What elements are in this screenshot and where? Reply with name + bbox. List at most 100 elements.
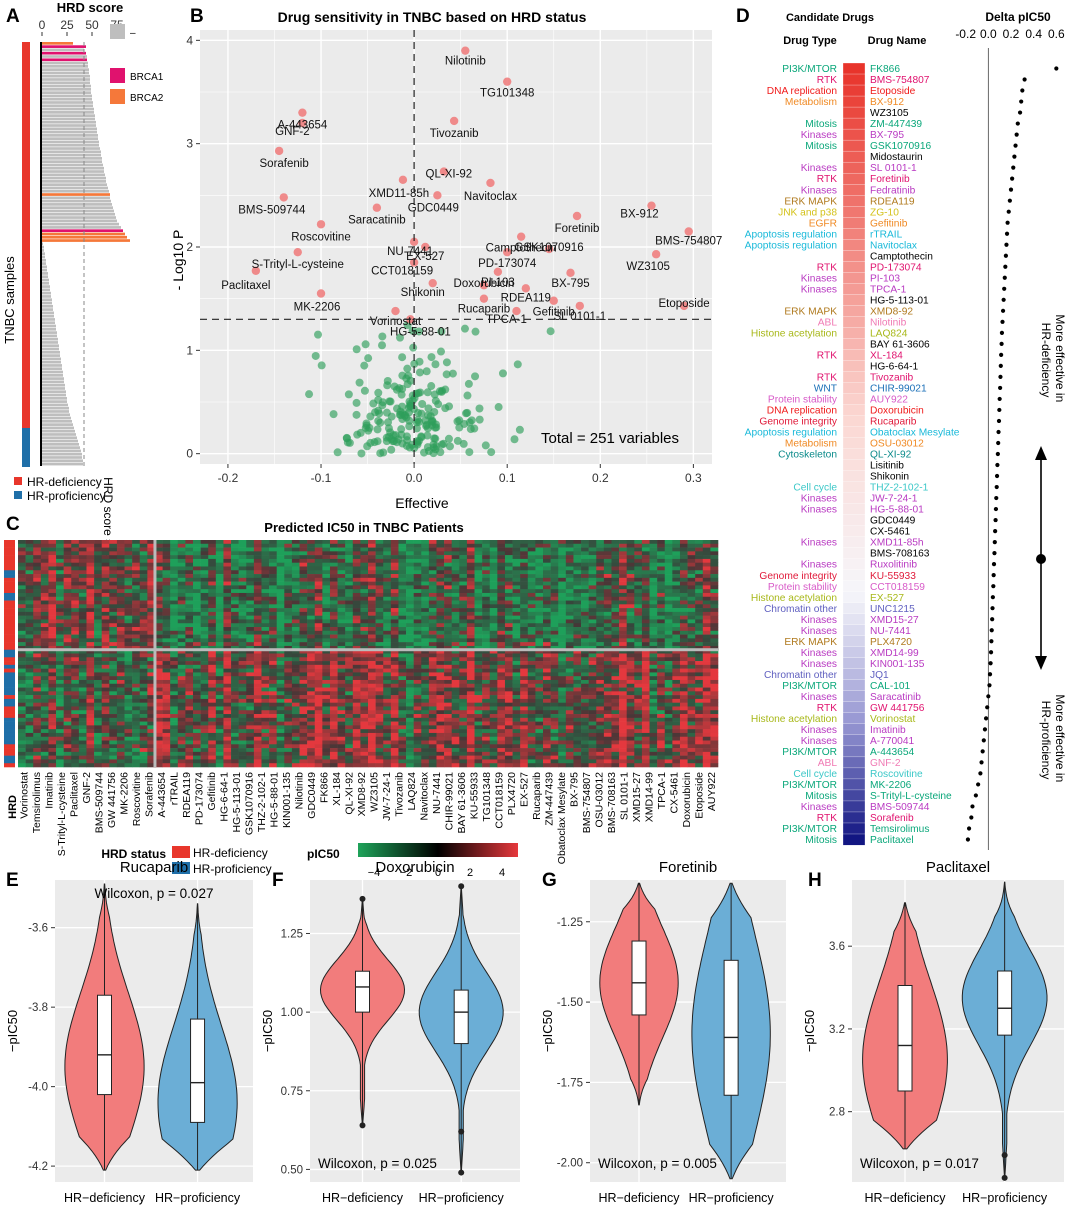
heatmap-cell: [170, 714, 179, 719]
heatmap-cell: [390, 634, 399, 639]
heatmap-cell: [436, 585, 445, 590]
heatmap-cell: [101, 649, 110, 654]
heatmap-cell: [603, 649, 612, 654]
heatmap-cell: [550, 687, 559, 692]
heatmap-cell: [71, 581, 80, 586]
heatmap-cell: [71, 592, 80, 598]
heatmap-cell: [238, 540, 247, 545]
heatmap-cell: [78, 623, 87, 628]
heatmap-cell: [48, 698, 57, 703]
heatmap-cell: [413, 596, 422, 601]
heatmap-cell: [368, 555, 376, 560]
heatmap-cell: [687, 683, 696, 688]
heatmap-cell: [581, 592, 589, 598]
heatmap-cell: [307, 687, 316, 692]
heatmap-cell: [139, 596, 148, 601]
heatmap-cell: [86, 710, 95, 715]
heatmap-cell: [497, 619, 506, 624]
heatmap-cell: [200, 672, 209, 677]
heatmap-cell: [565, 649, 574, 654]
heatmap-cell: [200, 581, 209, 586]
heatmap-cell: [284, 638, 293, 643]
heatmap-cell: [550, 702, 559, 707]
heatmap-cell: [345, 577, 354, 582]
heatmap-cell: [657, 547, 666, 552]
heatmap-cell: [504, 566, 513, 571]
heatmap-cell: [512, 653, 521, 658]
heatmap-cell: [208, 630, 217, 635]
heatmap-cell: [641, 672, 650, 677]
heatmap-cell: [504, 657, 513, 662]
heatmap-cell: [345, 592, 354, 598]
heatmap-cell: [177, 585, 186, 590]
heatmap-cell: [291, 661, 300, 666]
heatmap-cell: [291, 551, 300, 556]
heatmap-cell: [223, 710, 232, 715]
heatmap-cell: [269, 695, 277, 700]
heatmap-cell: [253, 634, 262, 639]
heatmap-cell: [253, 596, 262, 601]
heatmap-cell: [413, 695, 422, 700]
heatmap-cell: [94, 657, 102, 662]
heatmap-cell: [147, 604, 156, 609]
hr-deficiency-bar: [42, 120, 96, 124]
heatmap-cell: [520, 596, 529, 601]
heatmap-cell: [634, 596, 643, 601]
heatmap-cell: [672, 676, 681, 681]
heatmap-cell: [200, 600, 209, 605]
heatmap-cell: [329, 645, 338, 651]
heatmap-cell: [329, 623, 338, 628]
heatmap-cell: [124, 611, 133, 616]
heatmap-cell: [596, 661, 605, 666]
heatmap-cell: [451, 630, 460, 635]
heatmap-cell: [695, 555, 704, 560]
heatmap-cell: [78, 543, 87, 548]
heatmap-cell: [86, 577, 95, 582]
heatmap-cell: [314, 555, 323, 560]
heatmap-cell: [641, 676, 650, 681]
heatmap-cell: [428, 589, 437, 594]
heatmap-cell: [33, 642, 42, 647]
nonsignificant-point: [366, 412, 375, 421]
heatmap-cell: [177, 604, 186, 609]
heatmap-cell: [25, 687, 34, 692]
heatmap-cell: [71, 543, 80, 548]
heatmap-cell: [535, 611, 544, 616]
heatmap-cell: [276, 566, 285, 571]
heatmap-cell: [413, 672, 422, 677]
heatmap-cell: [535, 683, 544, 688]
heatmap-cell: [489, 706, 498, 711]
heatmap-cell: [512, 555, 521, 560]
heatmap-cell: [124, 570, 133, 575]
heatmap-cell: [573, 619, 582, 624]
heatmap-cell: [406, 714, 414, 719]
heatmap-cell: [368, 551, 376, 556]
heatmap-cell: [527, 710, 536, 715]
heatmap-cell: [132, 676, 141, 681]
heatmap-cell: [375, 555, 384, 560]
hr-deficiency-bar: [42, 127, 97, 131]
heatmap-cell: [18, 653, 26, 658]
heatmap-cell: [246, 638, 255, 643]
legend-swatch-hr-proficiency: [14, 491, 22, 499]
heatmap-cell: [368, 691, 376, 696]
heatmap-cell: [307, 691, 316, 696]
heatmap-cell: [48, 577, 57, 582]
heatmap-cell: [200, 695, 209, 700]
heatmap-cell: [352, 645, 361, 651]
heatmap-cell: [40, 691, 49, 696]
heatmap-cell: [626, 585, 635, 590]
heatmap-cell: [25, 657, 34, 662]
heatmap-cell: [649, 695, 658, 700]
heatmap-cell: [436, 661, 445, 666]
heatmap-cell: [238, 687, 247, 692]
heatmap-cell: [322, 623, 331, 628]
heatmap-cell: [147, 664, 156, 669]
heatmap-cell: [619, 570, 627, 575]
nonsignificant-point: [431, 360, 440, 369]
heatmap-cell: [565, 710, 574, 715]
heatmap-cell: [208, 672, 217, 677]
heatmap-cell: [634, 657, 643, 662]
heatmap-cell: [581, 661, 589, 666]
heatmap-cell: [550, 619, 559, 624]
